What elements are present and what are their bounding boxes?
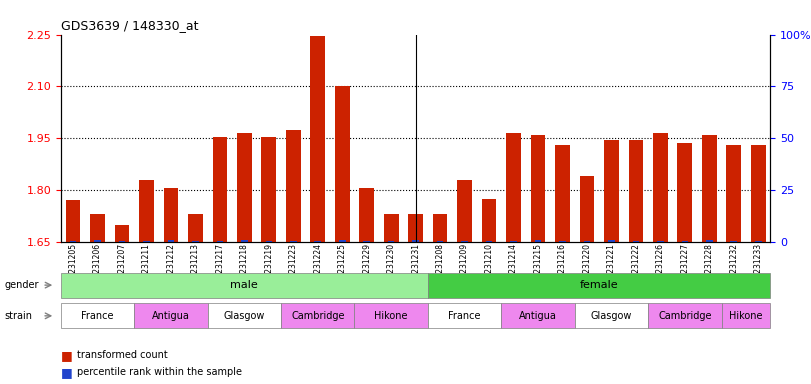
Bar — [311, 36, 325, 242]
Bar — [486, 240, 492, 242]
Bar — [510, 240, 517, 242]
Text: Cambridge: Cambridge — [658, 311, 711, 321]
Bar — [731, 240, 737, 242]
Bar — [677, 143, 692, 242]
Bar — [384, 214, 398, 242]
Bar — [437, 240, 444, 242]
Bar — [506, 133, 521, 242]
Bar — [164, 189, 178, 242]
Text: percentile rank within the sample: percentile rank within the sample — [77, 367, 242, 377]
Bar — [241, 240, 247, 242]
Text: Hikone: Hikone — [375, 311, 408, 321]
Bar — [139, 180, 154, 242]
Text: gender: gender — [4, 280, 39, 290]
Text: Antigua: Antigua — [152, 311, 190, 321]
Bar — [212, 137, 227, 242]
Bar — [188, 214, 203, 242]
Bar — [534, 240, 541, 242]
Bar — [66, 200, 80, 242]
Text: Antigua: Antigua — [519, 311, 557, 321]
Bar — [482, 199, 496, 242]
Bar — [192, 240, 199, 242]
Bar — [335, 86, 350, 242]
Bar — [580, 176, 594, 242]
Bar — [90, 214, 105, 242]
Text: transformed count: transformed count — [77, 350, 168, 360]
Bar — [555, 145, 570, 242]
Text: male: male — [230, 280, 258, 290]
Bar — [604, 140, 619, 242]
Bar — [629, 140, 643, 242]
Bar — [608, 240, 615, 242]
Bar — [412, 240, 419, 242]
Bar — [70, 240, 76, 242]
Bar — [681, 240, 688, 242]
Text: female: female — [580, 280, 619, 290]
Text: France: France — [81, 311, 114, 321]
Bar — [408, 214, 423, 242]
Bar — [359, 189, 374, 242]
Bar — [315, 240, 321, 242]
Bar — [433, 214, 448, 242]
Bar — [339, 240, 345, 242]
Bar — [237, 133, 251, 242]
Bar — [755, 240, 762, 242]
Bar — [530, 135, 545, 242]
Bar — [559, 240, 566, 242]
Bar — [265, 240, 272, 242]
Text: ■: ■ — [61, 366, 72, 379]
Text: Hikone: Hikone — [729, 311, 762, 321]
Bar — [363, 240, 370, 242]
Bar — [94, 240, 101, 242]
Bar — [457, 180, 472, 242]
Bar — [144, 240, 150, 242]
Bar — [633, 240, 639, 242]
Text: France: France — [448, 311, 481, 321]
Bar — [584, 240, 590, 242]
Text: Glasgow: Glasgow — [224, 311, 265, 321]
Bar — [388, 240, 394, 242]
Bar — [286, 129, 301, 242]
Bar — [168, 240, 174, 242]
Bar — [261, 137, 277, 242]
Bar — [751, 145, 766, 242]
Bar — [653, 133, 667, 242]
Bar — [290, 240, 297, 242]
Bar — [217, 240, 223, 242]
Text: Glasgow: Glasgow — [590, 311, 632, 321]
Text: strain: strain — [4, 311, 32, 321]
Bar — [461, 240, 468, 242]
Bar — [702, 135, 717, 242]
Text: ■: ■ — [61, 349, 72, 362]
Bar — [706, 240, 713, 242]
Bar — [727, 145, 741, 242]
Text: Cambridge: Cambridge — [291, 311, 345, 321]
Bar — [118, 240, 126, 242]
Bar — [114, 225, 129, 242]
Text: GDS3639 / 148330_at: GDS3639 / 148330_at — [61, 19, 199, 32]
Bar — [657, 240, 663, 242]
